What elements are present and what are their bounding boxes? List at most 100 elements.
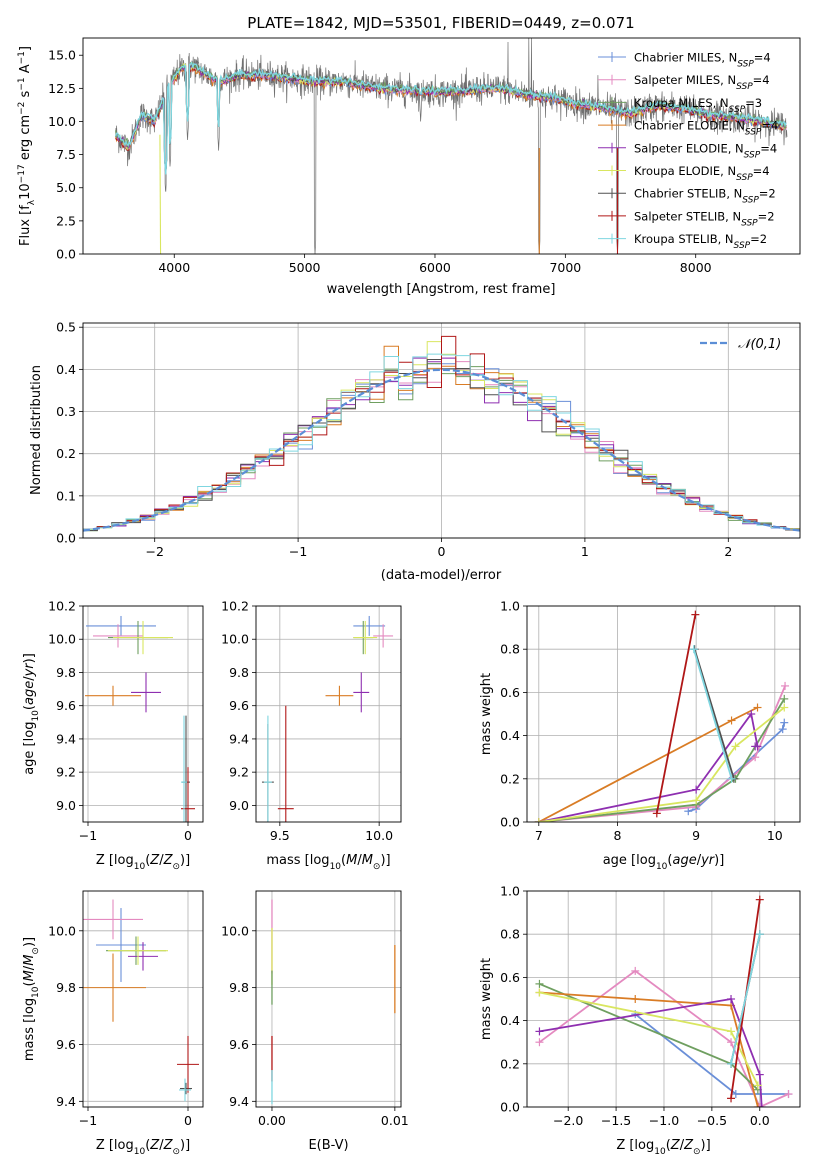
label-part: / — [697, 853, 702, 868]
y-tick-label: 10.2 — [48, 599, 76, 614]
y-tick-label: 9.0 — [229, 798, 249, 813]
label-part: Z — [149, 853, 160, 868]
y-tick-label: 9.0 — [56, 798, 76, 813]
weight-line — [693, 648, 735, 780]
y-tick-label: 9.8 — [56, 980, 76, 995]
label-part: age [log — [603, 853, 656, 868]
errorbar-point — [85, 685, 141, 706]
plot-area — [261, 615, 394, 822]
label-part: / — [159, 1138, 164, 1153]
y-tick-label: 0.5 — [56, 320, 76, 335]
label-part: ( — [145, 1138, 150, 1153]
weight-line — [730, 934, 761, 1064]
x-tick-label: 9 — [692, 828, 700, 843]
label-part: =2 — [759, 187, 776, 201]
plot-area — [83, 335, 800, 538]
label-part: M — [362, 853, 373, 868]
y-axis-label: mass [log10(M/M⊙)] — [22, 937, 41, 1061]
label-part: −1 — [17, 77, 27, 90]
label-part: SSP — [729, 105, 746, 115]
y-tick-label: 1.0 — [500, 599, 520, 614]
label-part: 10 — [31, 710, 41, 722]
label-part: −17 — [17, 164, 27, 183]
label-part: 10 — [134, 1147, 146, 1157]
errorbar-point — [113, 620, 173, 655]
x-tick-label: 0 — [184, 828, 192, 843]
plot-area — [114, 38, 788, 254]
errorbar-point — [108, 936, 168, 965]
plot-area — [534, 610, 790, 822]
figure-title: PLATE=1842, MJD=53501, FIBERID=0449, z=0… — [247, 14, 634, 32]
errorbar-point — [353, 620, 378, 655]
errorbar-point — [128, 942, 158, 971]
errorbar-point — [353, 615, 386, 636]
label-part: −1 — [17, 51, 27, 64]
label-part: mass [log — [266, 853, 329, 868]
label-part: age — [672, 853, 696, 868]
x-axis-label: mass [log10(M/M⊙)] — [266, 853, 390, 872]
axes-frame — [82, 37, 801, 255]
x-axis-label: wavelength [Angstrom, rest frame] — [327, 282, 556, 297]
label-part: Salpeter ELODIE, N — [634, 141, 744, 155]
label-part: Salpeter STELIB, N — [634, 209, 741, 223]
y-tick-label: 10.0 — [48, 923, 76, 938]
x-tick-label: 0.01 — [381, 1113, 409, 1128]
errorbar-point — [353, 672, 370, 713]
x-tick-label: −0.5 — [697, 1113, 727, 1128]
axes-frame — [255, 890, 402, 1108]
weight-line — [692, 648, 733, 780]
y-tick-label: 9.4 — [229, 731, 249, 746]
y-axis-label: mass weight — [479, 673, 494, 755]
label-part: ⊙ — [172, 862, 180, 872]
histogram-step-line — [83, 363, 800, 538]
label-part: A — [18, 64, 33, 77]
y-tick-label: 5.0 — [56, 180, 76, 195]
label-part: Z [log — [616, 1138, 654, 1153]
weight-line — [538, 711, 759, 822]
x-tick-label: 0 — [184, 1113, 192, 1128]
y-axis-label: mass weight — [479, 958, 494, 1040]
y-tick-label: 0.8 — [500, 642, 520, 657]
label-part: / — [357, 853, 362, 868]
x-axis-label: Z [log10(Z/Z⊙)] — [96, 853, 190, 872]
y-tick-label: 10.0 — [221, 632, 249, 647]
label-part: ⊙ — [31, 947, 41, 955]
label-part: ⊙ — [172, 1147, 180, 1157]
label-part: 10 — [330, 862, 342, 872]
weight-line — [538, 706, 785, 822]
legend-label: Chabrier MILES, NSSP=4 — [634, 51, 771, 70]
label-part: SSP — [741, 218, 758, 228]
label-part: Z [log — [96, 1138, 134, 1153]
label-part: )] — [180, 1138, 190, 1153]
label-part: / — [22, 965, 37, 970]
spectrum-model-dip — [159, 134, 162, 254]
x-tick-label: 7000 — [549, 260, 581, 275]
normal-curve — [83, 368, 800, 532]
weight-line — [538, 698, 786, 822]
y-tick-label: 0.0 — [56, 247, 76, 262]
x-tick-label: −1 — [289, 544, 307, 559]
label-part: =4 — [761, 119, 778, 133]
x-tick-label: −1.0 — [649, 1113, 679, 1128]
panels-layer: 4000 5000 6000 7000 80000.02.55.07.510.012.5… — [17, 37, 801, 1157]
plot-area — [85, 615, 195, 822]
label-part: =4 — [753, 164, 770, 178]
y-axis-label: Normed distribution — [29, 365, 44, 495]
y-tick-label: 7.5 — [56, 147, 76, 162]
label-part: / — [22, 676, 37, 681]
errorbar-point — [181, 715, 187, 822]
label-part: 10 — [134, 862, 146, 872]
x-tick-label: 5000 — [289, 260, 321, 275]
label-part: λ — [27, 199, 37, 205]
errorbar-point — [93, 624, 143, 648]
y-tick-label: 0.2 — [500, 1056, 520, 1071]
plot-area — [271, 899, 396, 1105]
axes-frame — [526, 605, 801, 823]
label-part: Chabrier ELODIE, N — [634, 119, 745, 133]
y-tick-label: 0.4 — [500, 1013, 520, 1028]
legend-label: Salpeter MILES, NSSP=4 — [634, 73, 770, 92]
label-part: Kroupa STELIB, N — [634, 232, 734, 246]
label-part: 10 — [31, 986, 41, 998]
label-part: SSP — [742, 196, 759, 206]
